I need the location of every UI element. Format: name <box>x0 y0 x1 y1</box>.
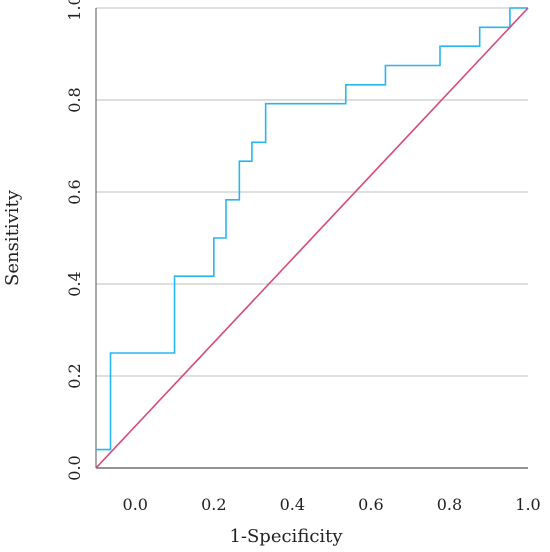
y-axis-label: Sensitivity <box>2 189 23 286</box>
series-group <box>95 7 529 469</box>
x-tick-label-2: 0.4 <box>280 495 305 514</box>
gridlines <box>96 7 528 377</box>
y-tick-label-5: 1.0 <box>65 0 84 21</box>
x-tick-label-4: 0.8 <box>437 495 462 514</box>
x-tick-label-5: 1.0 <box>515 495 540 514</box>
tick-labels: 0.0 0.2 0.4 0.6 0.8 1.0 0.0 0.2 0.4 0.6 0.8 1.0 <box>65 0 541 514</box>
y-tick-label-2: 0.4 <box>65 271 84 296</box>
roc-curve-line <box>96 7 528 451</box>
y-tick-label-4: 0.8 <box>65 87 84 112</box>
y-tick-label-0: 0.0 <box>65 455 84 480</box>
x-tick-label-1: 0.2 <box>201 495 226 514</box>
y-tick-label-3: 0.6 <box>65 179 84 204</box>
axes <box>95 8 528 469</box>
x-axis-label: 1-Specificity <box>229 526 343 547</box>
x-tick-label-3: 0.6 <box>358 495 383 514</box>
x-tick-label-0: 0.0 <box>123 495 148 514</box>
reference-diagonal-line <box>95 7 529 469</box>
y-tick-label-1: 0.2 <box>65 363 84 388</box>
